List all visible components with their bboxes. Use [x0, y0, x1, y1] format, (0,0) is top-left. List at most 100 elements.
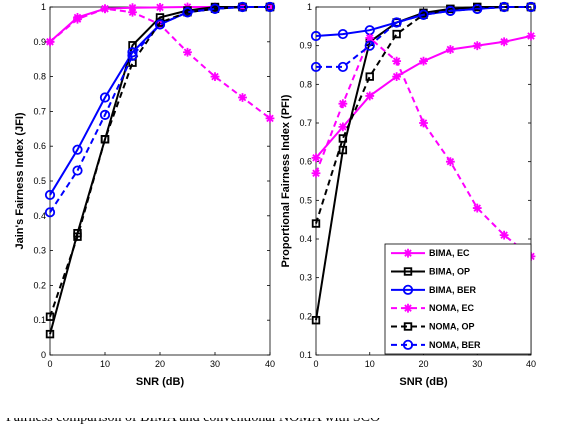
x-tick-label: 40: [526, 359, 536, 369]
x-tick-label: 0: [313, 359, 318, 369]
legend-swatch-marker: [403, 248, 413, 258]
data-point-star: [365, 91, 375, 101]
x-tick-label: 30: [210, 359, 220, 369]
legend-entry: NOMA, EC: [429, 303, 475, 313]
x-tick-label: 10: [365, 359, 375, 369]
data-point-star: [526, 31, 536, 41]
data-point-circle: [99, 109, 111, 120]
legend-entry: NOMA, OP: [429, 322, 475, 332]
data-point-star: [338, 122, 348, 132]
legend-box: [384, 243, 532, 355]
legend: BIMA, EC BIMA, OP BIMA, BER NOMA, EC NOMA, O…: [384, 243, 532, 355]
data-point-star: [419, 56, 428, 66]
data-point-square: [311, 315, 321, 325]
right-plot-pfi: 0 10 20 30 40 0.1 0.2 0.3 0.4 0.5 0.6 0.7 0.8 0.9 1 SNR…: [280, 1, 537, 388]
y-tick-label: 0.1: [299, 350, 312, 360]
y-tick-label: 0.7: [33, 106, 46, 116]
data-point-star: [499, 37, 509, 47]
y-tick-label: 1: [307, 2, 312, 12]
left-plot-jfi: 0 10 20 30 40 0 0.1 0.2 0.3 0.4 0.5 0.6 0.7 0.8 0.9 1 SN…: [14, 1, 276, 388]
y-tick-label: 0.9: [299, 41, 312, 51]
data-point-circle: [72, 144, 83, 155]
legend-swatch-marker: [403, 322, 413, 331]
data-point-circle: [182, 7, 193, 18]
y-tick-label: 0.6: [299, 157, 312, 167]
data-point-star: [183, 47, 192, 57]
data-point-circle: [264, 1, 276, 13]
data-point-star: [365, 33, 375, 43]
data-point-star: [445, 157, 455, 167]
legend-swatch-marker: [402, 339, 414, 350]
y-tick-label: 0: [41, 350, 46, 360]
y-tick-label: 0.2: [299, 311, 312, 321]
data-point-circle: [127, 50, 138, 61]
data-point-star: [45, 37, 55, 47]
data-point-square: [311, 219, 321, 228]
x-tick-label: 0: [47, 359, 52, 369]
y-tick-label: 0.4: [299, 234, 312, 244]
data-point-circle: [72, 165, 83, 176]
legend-swatch-marker: [402, 284, 414, 295]
data-point-circle: [337, 28, 348, 40]
data-point-star: [311, 153, 321, 163]
legend-entry: BIMA, BER: [429, 285, 477, 295]
series-line: [49, 6, 270, 318]
data-point-star: [128, 7, 137, 17]
y-tick-label: 0.1: [33, 315, 46, 325]
data-point-star: [472, 203, 482, 213]
series-line: [315, 6, 531, 224]
data-point-circle: [310, 61, 322, 73]
data-point-circle: [209, 3, 221, 14]
caption-fragment: Fairness comparison of BIMA and conventi…: [0, 418, 568, 428]
data-point-square: [365, 72, 374, 81]
data-point-star: [472, 41, 482, 51]
data-point-circle: [472, 3, 483, 15]
y-tick-label: 1: [41, 2, 46, 12]
data-point-circle: [44, 207, 56, 218]
series-line: [49, 6, 270, 213]
legend-swatch-marker: [403, 267, 413, 276]
data-point-square: [100, 135, 110, 144]
data-point-square: [338, 134, 348, 143]
y-tick-label: 0.7: [299, 118, 312, 128]
data-point-star: [73, 14, 82, 24]
legend-entry: BIMA, EC: [429, 248, 470, 258]
data-point-star: [265, 113, 275, 123]
data-point-square: [392, 29, 401, 39]
x-tick-label: 20: [418, 359, 428, 369]
data-point-star: [128, 3, 137, 13]
data-point-circle: [154, 19, 166, 30]
y-tick-label: 0.6: [33, 141, 46, 151]
x-tick-label: 10: [100, 359, 110, 369]
data-point-circle: [44, 189, 56, 201]
data-point-circle: [310, 30, 322, 42]
data-point-star: [392, 72, 402, 81]
data-point-star: [210, 72, 220, 81]
x-axis-label: SNR (dB): [136, 376, 185, 388]
data-point-circle: [445, 5, 456, 16]
y-tick-label: 0.8: [33, 72, 46, 82]
y-tick-label: 0.5: [299, 195, 312, 205]
x-axis-label: SNR (dB): [399, 376, 448, 388]
series-line: [315, 36, 532, 258]
data-point-star: [392, 56, 402, 66]
y-tick-label: 0.2: [33, 280, 46, 290]
series-bima-op: [45, 2, 275, 339]
data-point-star: [238, 93, 247, 102]
series-noma-ber: [310, 1, 537, 73]
y-tick-label: 0.3: [299, 273, 312, 283]
data-point-star: [338, 99, 348, 109]
data-point-star: [311, 168, 321, 178]
series-line: [49, 6, 270, 196]
y-tick-label: 0.4: [33, 211, 46, 221]
data-point-square: [45, 312, 55, 321]
legend-entry: BIMA, OP: [429, 267, 470, 277]
y-axis-label: Proportional Fairness Index (PFI): [280, 94, 292, 267]
plot-frame: [49, 6, 271, 356]
data-point-star: [499, 230, 509, 240]
x-tick-label: 20: [155, 359, 165, 369]
data-point-circle: [418, 9, 429, 20]
series-line: [315, 35, 532, 159]
data-point-circle: [391, 17, 402, 28]
